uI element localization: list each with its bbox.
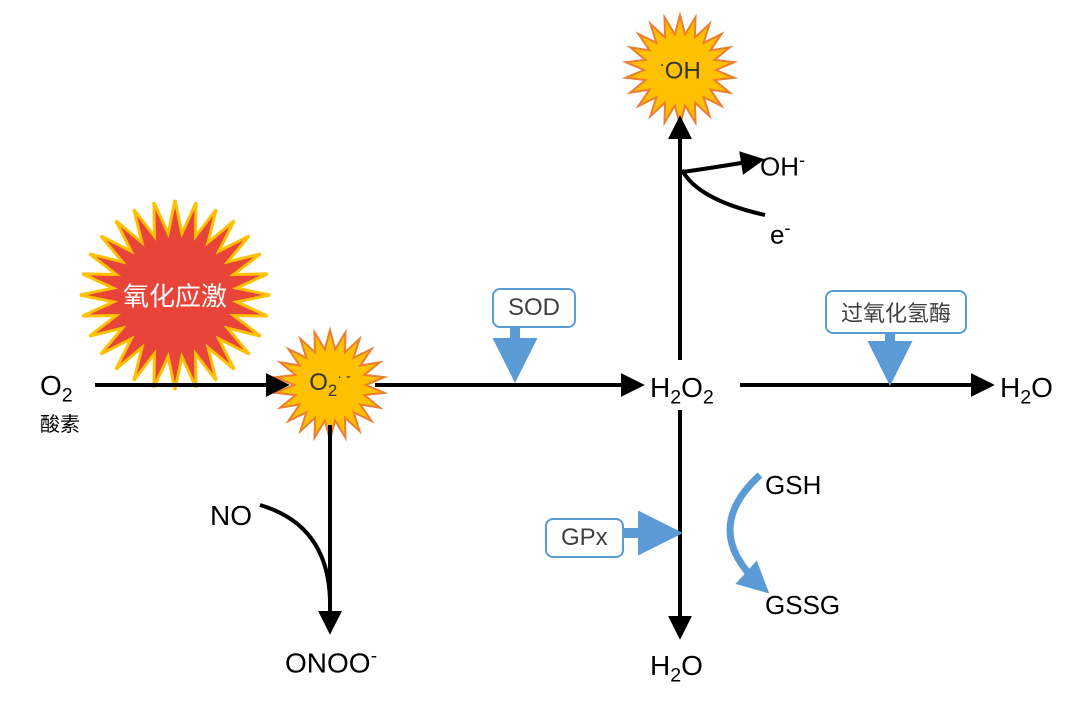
species-no: NO xyxy=(210,500,252,532)
species-h2o_b: H2O xyxy=(650,650,703,688)
starburst-label-oxidative_stress: 氧化应激 xyxy=(123,277,227,314)
electron-curve xyxy=(682,170,765,215)
species-o2: O2酸素 xyxy=(40,370,80,437)
enzyme-catalase: 过氧化氢酶 xyxy=(825,290,967,334)
species-e_minus: e- xyxy=(770,218,791,251)
starburst-label-hydroxyl: ·OH xyxy=(659,55,701,86)
species-oh_minus: OH- xyxy=(760,150,805,183)
oh-branch-curve xyxy=(682,160,760,172)
species-gssg: GSSG xyxy=(765,590,840,621)
species-h2o_r: H2O xyxy=(1000,372,1053,410)
gsh-gssg-curve xyxy=(730,475,760,585)
starburst-label-superoxide: O2· - xyxy=(309,369,351,401)
species-onoo: ONOO- xyxy=(285,645,377,679)
enzyme-sod: SOD xyxy=(492,288,576,328)
no-merge-curve xyxy=(260,505,330,600)
enzyme-gpx: GPx xyxy=(545,518,624,558)
species-gsh: GSH xyxy=(765,470,821,501)
diagram-canvas: 氧化应激 O2· - ·OH SOD 过氧化氢酶 GPx O2酸素 H2O2 H2O H2O O… xyxy=(0,0,1080,708)
arrows-layer xyxy=(0,0,1080,708)
species-h2o2: H2O2 xyxy=(650,372,714,410)
